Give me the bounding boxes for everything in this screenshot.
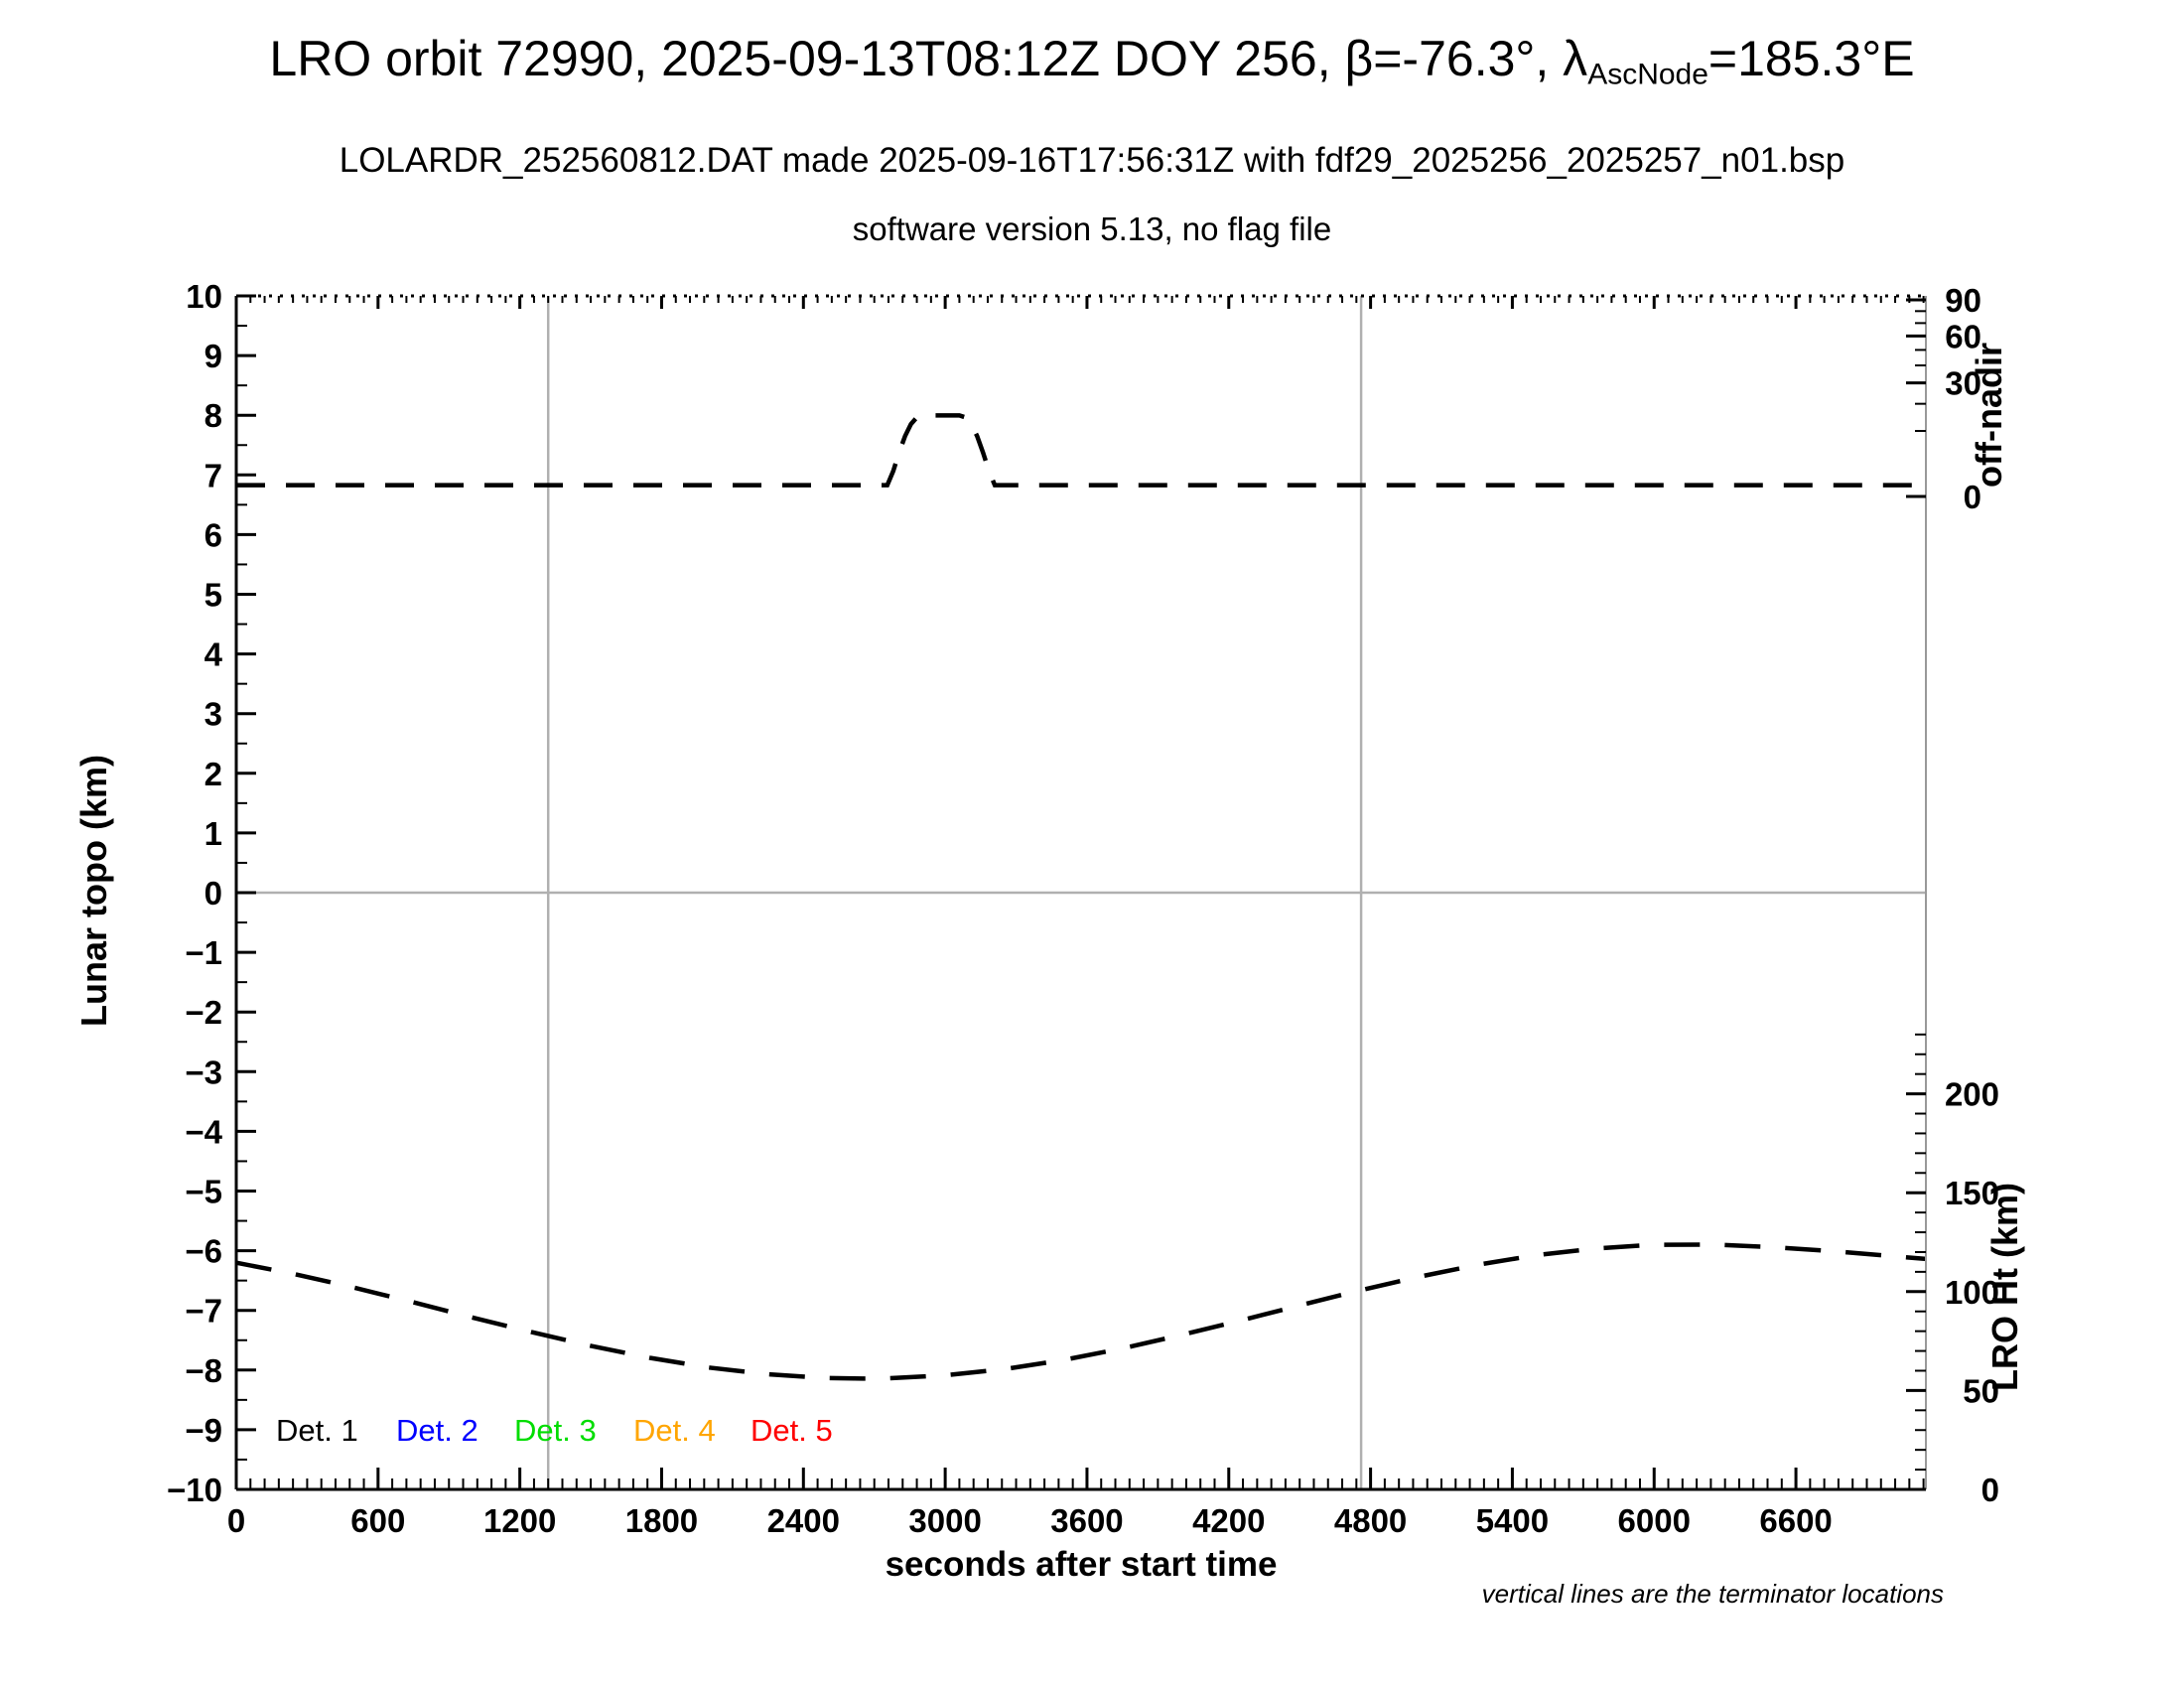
left-axis-title: Lunar topo (km) [73,755,114,1027]
svg-text:5: 5 [205,577,222,614]
svg-text:4800: 4800 [1334,1502,1407,1539]
svg-text:30: 30 [1945,365,1981,402]
svg-text:−7: −7 [185,1293,222,1330]
svg-text:0: 0 [205,875,222,912]
svg-text:−6: −6 [185,1233,222,1270]
offnadir-axis-title: off-nadir [1969,343,2009,488]
svg-text:−9: −9 [185,1412,222,1449]
svg-text:7: 7 [205,457,222,493]
svg-text:0: 0 [227,1502,245,1539]
title-subscript: AscNode [1587,58,1708,91]
svg-text:−10: −10 [167,1472,222,1508]
title-text: LRO orbit 72990, 2025-09-13T08:12Z DOY 2… [269,31,1588,86]
title-suffix: =185.3°E [1707,31,1915,86]
svg-text:2400: 2400 [767,1502,840,1539]
svg-text:50: 50 [1963,1372,1999,1409]
svg-text:−1: −1 [185,934,222,971]
bottom-axis-title: seconds after start time [885,1545,1278,1584]
svg-text:6600: 6600 [1759,1502,1832,1539]
svg-text:1200: 1200 [483,1502,556,1539]
svg-text:90: 90 [1945,282,1981,319]
svg-text:−8: −8 [185,1352,222,1389]
svg-text:10: 10 [186,278,222,315]
legend-item: Det. 1 [276,1413,358,1448]
svg-text:3000: 3000 [908,1502,981,1539]
svg-text:5400: 5400 [1476,1502,1549,1539]
svg-text:3: 3 [205,696,222,733]
svg-text:0: 0 [1981,1472,1999,1508]
svg-text:−3: −3 [185,1054,222,1090]
svg-text:100: 100 [1945,1274,1999,1311]
svg-text:−4: −4 [185,1113,222,1150]
svg-text:−5: −5 [185,1174,222,1210]
svg-text:3600: 3600 [1050,1502,1123,1539]
svg-text:200: 200 [1945,1076,1999,1113]
terminator-note: vertical lines are the terminator locati… [1481,1579,1944,1609]
svg-text:1800: 1800 [625,1502,698,1539]
legend-item: Det. 2 [396,1413,478,1448]
svg-text:9: 9 [205,338,222,374]
legend-item: Det. 5 [751,1413,833,1448]
subtitle-file-line: LOLARDR_252560812.DAT made 2025-09-16T17… [339,141,1845,180]
legend-item: Det. 4 [633,1413,716,1448]
svg-text:0: 0 [1964,479,1981,515]
svg-text:1: 1 [205,815,222,852]
legend-item: Det. 3 [514,1413,597,1448]
svg-text:4: 4 [205,636,223,673]
lro-height-axis-title: LRO Ht (km) [1984,1183,2025,1391]
subtitle-version-line: software version 5.13, no flag file [852,211,1332,247]
svg-text:600: 600 [350,1502,405,1539]
svg-text:8: 8 [205,397,222,434]
svg-text:6000: 6000 [1618,1502,1691,1539]
svg-text:6: 6 [205,516,222,553]
page-title: LRO orbit 72990, 2025-09-13T08:12Z DOY 2… [0,30,2184,91]
svg-text:−2: −2 [185,994,222,1031]
svg-text:4200: 4200 [1192,1502,1265,1539]
svg-text:2: 2 [205,756,222,792]
svg-text:150: 150 [1945,1175,1999,1211]
svg-text:60: 60 [1945,318,1981,354]
